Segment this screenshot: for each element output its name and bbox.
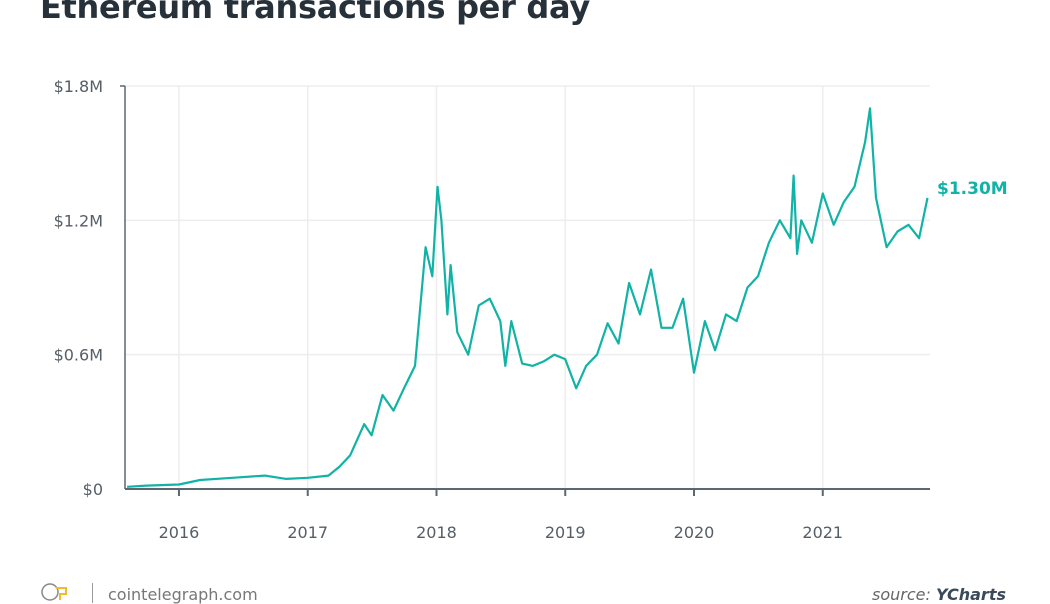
x-tick-label: 2018 xyxy=(416,523,457,542)
y-tick-label: $0.6M xyxy=(54,346,103,365)
chart-title: Ethereum transactions per day xyxy=(40,0,590,26)
y-tick-label: $1.2M xyxy=(54,211,103,230)
y-tick-label: $0 xyxy=(83,480,103,499)
x-tick-label: 2021 xyxy=(802,523,843,542)
footer-site: cointelegraph.com xyxy=(108,585,258,604)
footer-divider xyxy=(92,583,93,603)
x-tick-label: 2017 xyxy=(287,523,328,542)
x-tick-label: 2016 xyxy=(159,523,200,542)
source-credit: source: YCharts xyxy=(872,585,1006,604)
grid xyxy=(125,85,930,489)
y-tick-label: $1.8M xyxy=(54,77,103,96)
axes xyxy=(120,85,930,496)
series-line xyxy=(127,107,929,488)
cointelegraph-logo-icon xyxy=(41,583,67,601)
source-name: YCharts xyxy=(935,585,1006,604)
end-value-label: $1.30M xyxy=(937,179,1008,199)
x-tick-label: 2020 xyxy=(674,523,715,542)
tick-labels: $0 $0.6M $1.2M $1.8M 2016 2017 2018 2019 2020 202… xyxy=(54,77,844,542)
source-prefix: source: xyxy=(872,585,936,604)
x-tick-label: 2019 xyxy=(545,523,586,542)
